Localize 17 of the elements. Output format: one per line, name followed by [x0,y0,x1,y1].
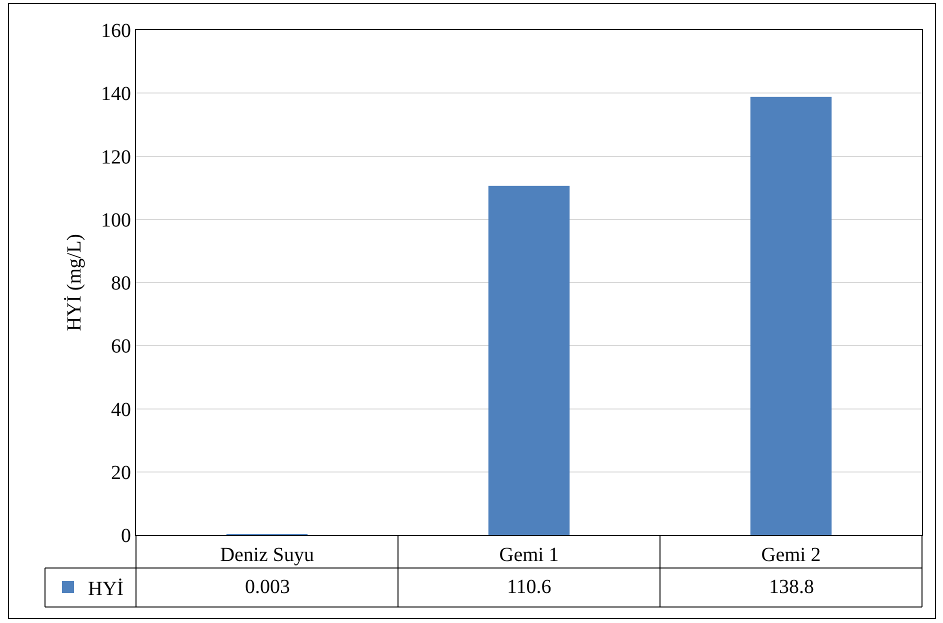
y-tick-label: 80 [111,272,131,294]
y-tick-label: 160 [101,20,131,42]
x-tick-label: Gemi 2 [761,544,821,566]
y-tick-label: 60 [111,336,131,358]
legend-label: HYİ [88,578,124,600]
x-tick-label: Deniz Suyu [220,544,314,566]
x-tick-label: Gemi 1 [499,544,559,566]
data-label: 110.6 [507,576,552,598]
y-tick-label: 100 [101,209,131,232]
data-label: 138.8 [769,576,814,598]
y-tick-label: 140 [101,83,131,106]
y-axis-title: HYİ (mg/L) [64,234,86,332]
data-label: 0.003 [245,576,290,598]
y-tick-label: 120 [101,146,131,168]
y-tick-label: 40 [111,398,131,421]
y-tick-label: 20 [111,462,131,484]
y-tick-label: 0 [121,525,131,547]
